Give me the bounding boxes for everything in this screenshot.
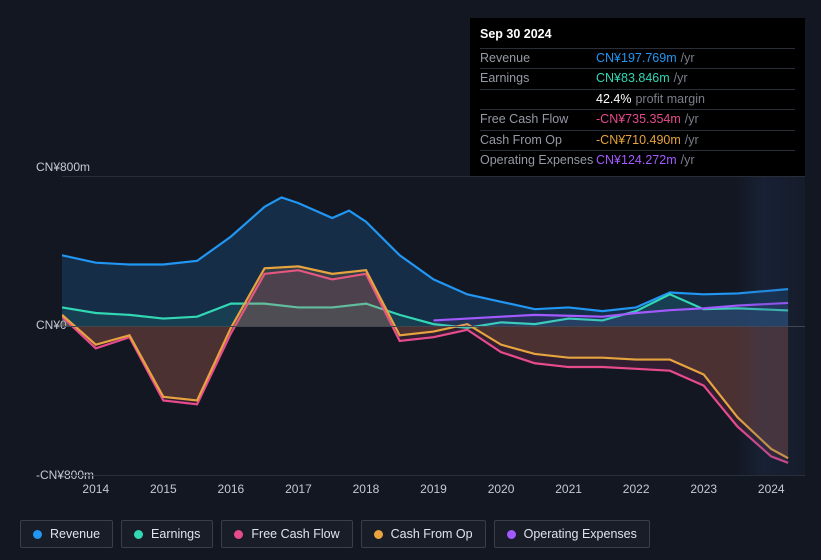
yaxis-top: CN¥800m bbox=[36, 160, 90, 174]
xaxis-tick: 2016 bbox=[197, 482, 265, 502]
tooltip-row-label bbox=[480, 91, 596, 109]
tooltip-row-value: CN¥197.769m bbox=[596, 51, 677, 65]
legend-item[interactable]: Revenue bbox=[20, 520, 113, 548]
legend-dot-icon bbox=[234, 530, 243, 539]
chart: CN¥800m CN¥0 -CN¥800m 201420152016201720… bbox=[16, 160, 805, 500]
legend-label: Revenue bbox=[50, 527, 100, 541]
xaxis-tick: 2021 bbox=[535, 482, 603, 502]
tooltip-date: Sep 30 2024 bbox=[480, 24, 795, 48]
legend-dot-icon bbox=[374, 530, 383, 539]
tooltip-panel: Sep 30 2024 RevenueCN¥197.769m/yrEarning… bbox=[470, 18, 805, 177]
tooltip-row: Cash From Op-CN¥710.490m/yr bbox=[480, 130, 795, 151]
tooltip-row-value: -CN¥710.490m bbox=[596, 133, 681, 147]
plot-area[interactable] bbox=[62, 176, 805, 476]
xaxis-tick: 2019 bbox=[400, 482, 468, 502]
tooltip-row-unit: profit margin bbox=[635, 92, 704, 106]
xaxis-tick: 2017 bbox=[265, 482, 333, 502]
tooltip-row-unit: /yr bbox=[674, 71, 688, 85]
tooltip-row-unit: /yr bbox=[685, 112, 699, 126]
tooltip-row-value: -CN¥735.354m bbox=[596, 112, 681, 126]
legend-item[interactable]: Earnings bbox=[121, 520, 213, 548]
tooltip-row: EarningsCN¥83.846m/yr bbox=[480, 68, 795, 89]
tooltip-row-value: 42.4% bbox=[596, 92, 631, 106]
legend-label: Free Cash Flow bbox=[251, 527, 339, 541]
legend-item[interactable]: Cash From Op bbox=[361, 520, 486, 548]
legend: Revenue Earnings Free Cash Flow Cash From O… bbox=[20, 520, 650, 548]
legend-dot-icon bbox=[507, 530, 516, 539]
xaxis-tick: 2014 bbox=[62, 482, 130, 502]
legend-dot-icon bbox=[134, 530, 143, 539]
legend-dot-icon bbox=[33, 530, 42, 539]
xaxis-tick: 2022 bbox=[602, 482, 670, 502]
xaxis: 2014201520162017201820192020202120222023… bbox=[62, 482, 805, 502]
tooltip-row-label: Revenue bbox=[480, 50, 596, 68]
tooltip-row-unit: /yr bbox=[685, 133, 699, 147]
tooltip-row-label: Cash From Op bbox=[480, 132, 596, 150]
xaxis-tick: 2020 bbox=[467, 482, 535, 502]
future-shade bbox=[735, 177, 805, 475]
legend-item[interactable]: Free Cash Flow bbox=[221, 520, 352, 548]
xaxis-tick: 2015 bbox=[130, 482, 198, 502]
tooltip-row-label: Earnings bbox=[480, 70, 596, 88]
legend-item[interactable]: Operating Expenses bbox=[494, 520, 650, 548]
xaxis-tick: 2024 bbox=[737, 482, 805, 502]
tooltip-row-value: CN¥83.846m bbox=[596, 71, 670, 85]
tooltip-row: RevenueCN¥197.769m/yr bbox=[480, 48, 795, 69]
tooltip-rows: RevenueCN¥197.769m/yrEarningsCN¥83.846m/… bbox=[480, 48, 795, 171]
tooltip-row-label: Free Cash Flow bbox=[480, 111, 596, 129]
tooltip-row: Free Cash Flow-CN¥735.354m/yr bbox=[480, 109, 795, 130]
legend-label: Cash From Op bbox=[391, 527, 473, 541]
tooltip-row-unit: /yr bbox=[681, 51, 695, 65]
tooltip-row: 42.4% profit margin bbox=[480, 89, 795, 110]
legend-label: Operating Expenses bbox=[524, 527, 637, 541]
legend-label: Earnings bbox=[151, 527, 200, 541]
zero-line bbox=[62, 326, 805, 327]
xaxis-tick: 2018 bbox=[332, 482, 400, 502]
xaxis-tick: 2023 bbox=[670, 482, 738, 502]
